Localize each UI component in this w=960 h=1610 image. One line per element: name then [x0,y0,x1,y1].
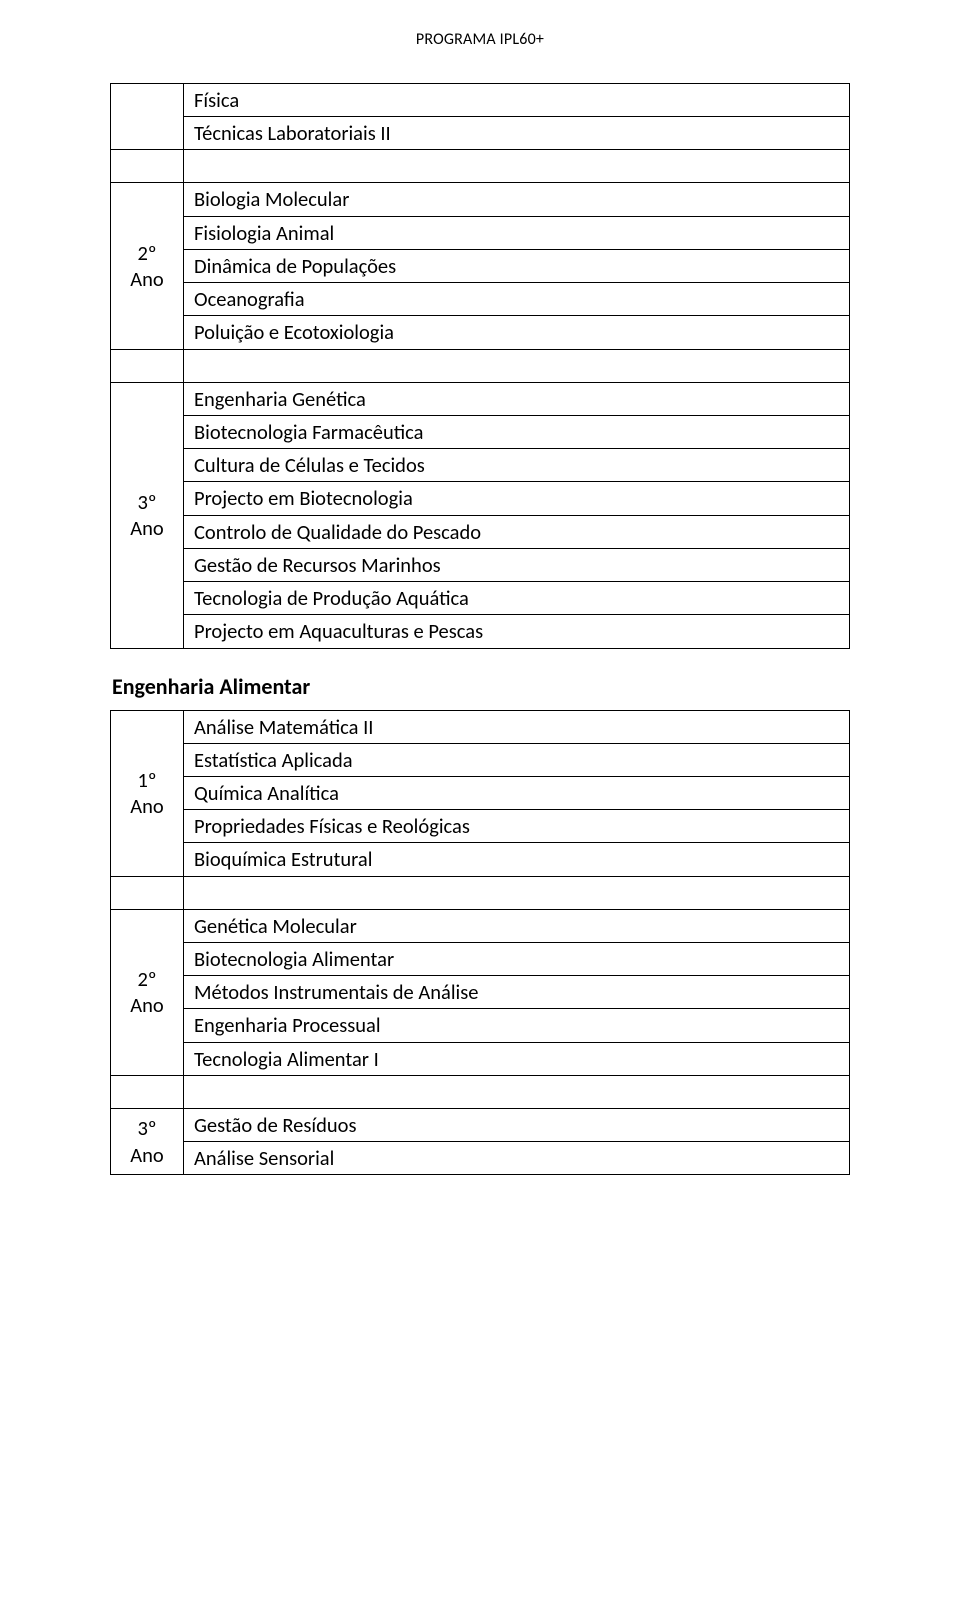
table-row: 2º Ano Genética Molecular [111,909,850,942]
table-row: Métodos Instrumentais de Análise [111,976,850,1009]
table-row: Biotecnologia Alimentar [111,942,850,975]
year-ordinal: 2º [137,240,156,266]
table-row: Tecnologia de Produção Aquática [111,582,850,615]
table-row: Fisiologia Animal [111,216,850,249]
intro-left-cell [111,84,184,150]
course-cell: Fisiologia Animal [184,216,850,249]
year-label: 2º Ano [121,966,173,1018]
course-cell: Controlo de Qualidade do Pescado [184,515,850,548]
course-cell: Cultura de Células e Tecidos [184,449,850,482]
spacer-row [111,349,850,382]
course-cell: Oceanografia [184,283,850,316]
spacer-left [111,1075,184,1108]
year-label-cell: 2º Ano [111,909,184,1075]
page: PROGRAMA IPL60+ Física Técnicas Laborato… [0,0,960,1610]
table-row: Estatística Aplicada [111,743,850,776]
table-row: Dinâmica de Populações [111,249,850,282]
course-cell: Biotecnologia Farmacêutica [184,415,850,448]
course-cell: Análise Matemática II [184,710,850,743]
course-cell: Biotecnologia Alimentar [184,942,850,975]
table-row: Bioquímica Estrutural [111,843,850,876]
spacer-left [111,150,184,183]
year-ordinal: 3º [137,489,156,515]
table-row: 3º Ano Engenharia Genética [111,382,850,415]
table-row: Engenharia Processual [111,1009,850,1042]
year-label: 3º Ano [121,489,173,541]
year-word: Ano [130,515,163,541]
curriculum-table-2: 1º Ano Análise Matemática II Estatística… [110,710,850,1176]
year-label-cell: 2º Ano [111,183,184,349]
year-ordinal: 1º [137,767,156,793]
spacer-right [184,349,850,382]
year-ordinal: 3º [137,1115,156,1141]
section-title: Engenharia Alimentar [112,673,850,700]
page-header: PROGRAMA IPL60+ [110,30,850,49]
year-label-cell: 1º Ano [111,710,184,876]
table-row: Poluição e Ecotoxiologia [111,316,850,349]
year-label-cell: 3º Ano [111,382,184,648]
year-ordinal: 2º [137,966,156,992]
year-word: Ano [130,1142,163,1168]
course-cell: Tecnologia Alimentar I [184,1042,850,1075]
course-cell: Estatística Aplicada [184,743,850,776]
course-cell: Física [184,84,850,117]
table-row: 2º Ano Biologia Molecular [111,183,850,216]
course-cell: Projecto em Biotecnologia [184,482,850,515]
course-cell: Técnicas Laboratoriais II [184,117,850,150]
spacer-row [111,876,850,909]
table-row: 1º Ano Análise Matemática II [111,710,850,743]
table-row: Cultura de Células e Tecidos [111,449,850,482]
table-row: Análise Sensorial [111,1142,850,1175]
course-cell: Análise Sensorial [184,1142,850,1175]
course-cell: Biologia Molecular [184,183,850,216]
table-row: Projecto em Aquaculturas e Pescas [111,615,850,648]
course-cell: Engenharia Genética [184,382,850,415]
year-word: Ano [130,793,163,819]
spacer-right [184,876,850,909]
course-cell: Projecto em Aquaculturas e Pescas [184,615,850,648]
year-label: 1º Ano [121,767,173,819]
course-cell: Genética Molecular [184,909,850,942]
course-cell: Dinâmica de Populações [184,249,850,282]
spacer-right [184,1075,850,1108]
spacer-right [184,150,850,183]
course-cell: Propriedades Físicas e Reológicas [184,810,850,843]
course-cell: Gestão de Resíduos [184,1108,850,1141]
course-cell: Gestão de Recursos Marinhos [184,548,850,581]
table-row: Tecnologia Alimentar I [111,1042,850,1075]
course-cell: Bioquímica Estrutural [184,843,850,876]
table-row: Biotecnologia Farmacêutica [111,415,850,448]
table-row: Química Analítica [111,776,850,809]
table-row: Propriedades Físicas e Reológicas [111,810,850,843]
course-cell: Métodos Instrumentais de Análise [184,976,850,1009]
course-cell: Tecnologia de Produção Aquática [184,582,850,615]
spacer-row [111,1075,850,1108]
curriculum-table-1: Física Técnicas Laboratoriais II 2º Ano … [110,83,850,649]
spacer-left [111,349,184,382]
year-word: Ano [130,992,163,1018]
year-word: Ano [130,266,163,292]
table-row: Oceanografia [111,283,850,316]
spacer-row [111,150,850,183]
table-row: Técnicas Laboratoriais II [111,117,850,150]
table-row: Controlo de Qualidade do Pescado [111,515,850,548]
year-label: 2º Ano [121,240,173,292]
spacer-left [111,876,184,909]
course-cell: Poluição e Ecotoxiologia [184,316,850,349]
table-row: Física [111,84,850,117]
year-label: 3º Ano [121,1115,173,1167]
course-cell: Química Analítica [184,776,850,809]
table-row: 3º Ano Gestão de Resíduos [111,1108,850,1141]
table-row: Projecto em Biotecnologia [111,482,850,515]
course-cell: Engenharia Processual [184,1009,850,1042]
table-row: Gestão de Recursos Marinhos [111,548,850,581]
year-label-cell: 3º Ano [111,1108,184,1174]
